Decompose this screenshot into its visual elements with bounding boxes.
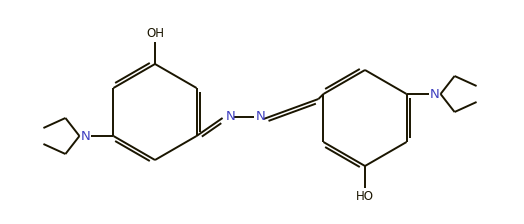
Text: HO: HO	[356, 190, 374, 203]
Text: N: N	[256, 110, 265, 123]
Text: N: N	[81, 129, 90, 142]
Text: OH: OH	[146, 27, 164, 40]
Text: N: N	[225, 110, 235, 123]
Text: N: N	[430, 88, 440, 101]
